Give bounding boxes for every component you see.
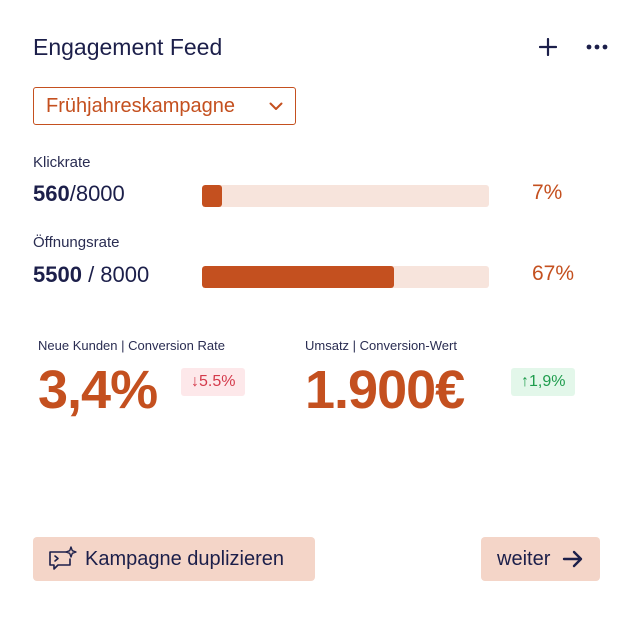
open-rate-progress-fill <box>202 266 395 288</box>
click-rate-value: 560/8000 <box>33 181 125 207</box>
arrow-right-icon <box>562 550 583 568</box>
click-rate-progress-fill <box>202 185 223 207</box>
next-button-label: weiter <box>497 547 551 570</box>
click-rate-percent: 7% <box>532 181 563 204</box>
click-rate-label: Klickrate <box>33 154 91 171</box>
open-rate-value: 5500 / 8000 <box>33 262 149 288</box>
new-customers-kpi-label: Neue Kunden | Conversion Rate <box>38 338 225 353</box>
trend-down-icon: ↓ <box>191 373 199 390</box>
sparkle-chat-icon <box>49 546 77 570</box>
click-rate-progress-track <box>202 185 489 207</box>
revenue-kpi-value: 1.900€ <box>305 360 465 420</box>
new-customers-trend-badge: ↓ 5.5% <box>181 368 246 396</box>
duplicate-campaign-label: Kampagne duplizieren <box>85 547 285 570</box>
open-rate-total: / 8000 <box>81 262 150 287</box>
open-rate-progress-track <box>202 266 489 288</box>
click-rate-count: 560 <box>33 181 70 206</box>
duplicate-campaign-button[interactable]: Kampagne duplizieren <box>33 537 315 581</box>
new-customers-kpi-value: 3,4% <box>38 360 158 420</box>
click-rate-total: /8000 <box>69 181 125 206</box>
campaign-select-value: Frühjahreskampagne <box>46 94 235 117</box>
open-rate-count: 5500 <box>33 262 82 287</box>
more-options-button[interactable] <box>582 32 612 62</box>
new-customers-trend-value: 5.5% <box>199 373 236 390</box>
campaign-select[interactable]: Frühjahreskampagne <box>33 87 296 125</box>
next-button[interactable]: weiter <box>481 537 600 581</box>
plus-icon <box>539 38 557 56</box>
open-rate-percent: 67% <box>532 262 575 285</box>
revenue-kpi-label: Umsatz | Conversion-Wert <box>305 338 457 353</box>
add-button[interactable] <box>533 32 563 62</box>
open-rate-label: Öffnungsrate <box>33 234 120 251</box>
revenue-trend-value: 1,9% <box>529 373 566 390</box>
chevron-down-icon <box>269 102 283 110</box>
revenue-trend-badge: ↑ 1,9% <box>511 368 576 396</box>
card-title: Engagement Feed <box>33 34 223 60</box>
more-horizontal-icon <box>586 44 608 50</box>
trend-up-icon: ↑ <box>521 373 529 390</box>
